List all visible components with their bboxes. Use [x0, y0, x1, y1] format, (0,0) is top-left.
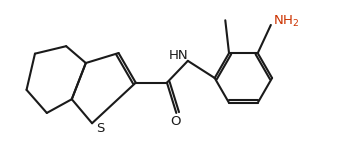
Text: O: O	[171, 115, 181, 128]
Text: S: S	[97, 122, 105, 135]
Text: HN: HN	[169, 49, 188, 62]
Text: NH$_2$: NH$_2$	[273, 14, 300, 29]
